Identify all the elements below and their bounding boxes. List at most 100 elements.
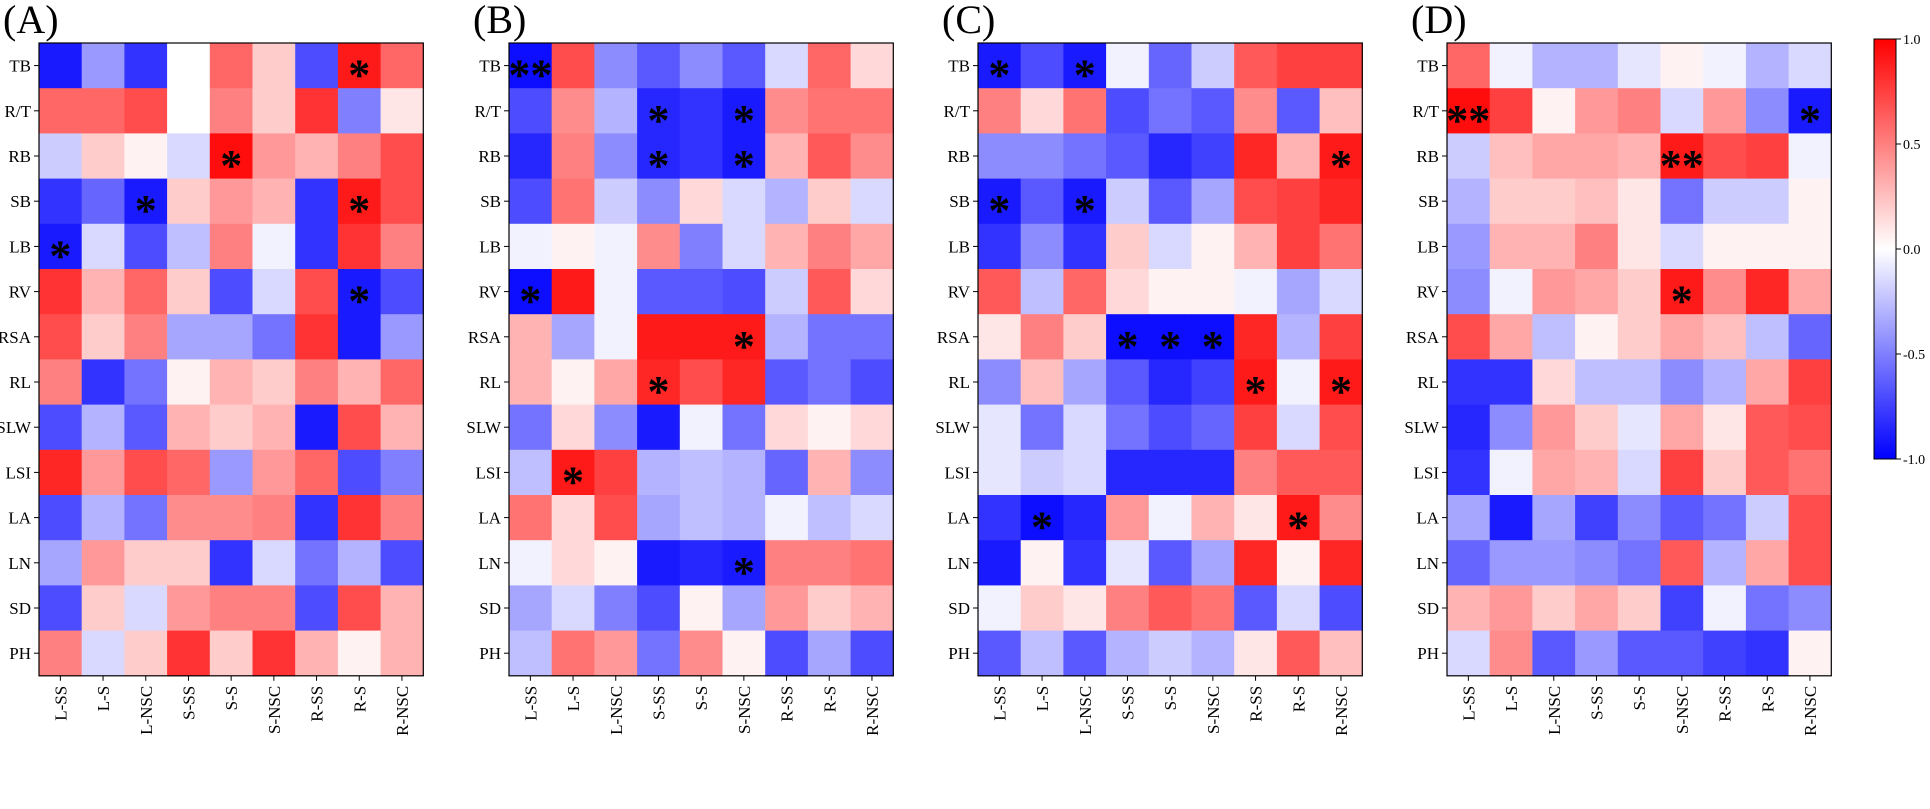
heatmap-cell xyxy=(1575,269,1619,315)
heatmap-cell xyxy=(594,404,638,451)
heatmap-cell xyxy=(1276,359,1321,406)
row-label: LN xyxy=(947,554,970,573)
heatmap-cell xyxy=(1617,133,1662,180)
heatmap-cell xyxy=(252,223,296,270)
significance-mark: * xyxy=(733,548,755,597)
heatmap-cell xyxy=(1148,359,1193,406)
col-label: R-SS xyxy=(1247,686,1266,722)
heatmap-cell xyxy=(679,540,724,586)
heatmap-cell xyxy=(722,43,766,89)
heatmap-cell xyxy=(1276,43,1321,89)
heatmap-cell xyxy=(1660,223,1704,270)
heatmap-cell xyxy=(551,585,595,632)
heatmap-cell xyxy=(1788,133,1832,180)
heatmap-cell xyxy=(1532,449,1576,496)
heatmap-cell xyxy=(637,178,681,225)
heatmap-cell xyxy=(1020,404,1064,451)
heatmap-cell xyxy=(1745,88,1790,134)
heatmap-cell xyxy=(1276,404,1321,451)
row-label: SB xyxy=(949,192,970,211)
heatmap-cell xyxy=(1532,269,1576,315)
heatmap-cell xyxy=(978,314,1022,360)
row-label: SB xyxy=(1418,192,1439,211)
heatmap-cell xyxy=(1489,585,1533,632)
row-label: RSA xyxy=(0,328,32,347)
heatmap-cell xyxy=(1106,314,1150,360)
heatmap-cell xyxy=(380,495,424,541)
heatmap-cell xyxy=(765,314,809,360)
row-label: LN xyxy=(478,554,501,573)
heatmap-cell xyxy=(1276,133,1321,180)
heatmap-cell xyxy=(1063,178,1107,225)
heatmap-cell xyxy=(850,540,894,586)
heatmap-cell xyxy=(1234,404,1278,451)
heatmap-cell xyxy=(167,359,211,406)
heatmap-cell xyxy=(1745,630,1790,677)
heatmap-cell xyxy=(39,178,83,225)
heatmap-cell xyxy=(679,269,724,315)
heatmap-cell xyxy=(209,630,254,677)
row-label: SB xyxy=(480,192,501,211)
heatmap-cell xyxy=(337,178,382,225)
heatmap-cell xyxy=(765,449,809,496)
panel-label: (B) xyxy=(473,0,526,42)
heatmap-cell xyxy=(295,88,339,134)
row-label: R/T xyxy=(475,102,502,121)
heatmap-cell xyxy=(167,495,211,541)
significance-mark: * xyxy=(1117,322,1139,371)
heatmap-cell xyxy=(209,585,254,632)
heatmap-cell xyxy=(1617,585,1662,632)
heatmap-cell xyxy=(1276,585,1321,632)
heatmap-cell xyxy=(1447,449,1491,496)
heatmap-cell xyxy=(39,449,83,496)
heatmap-cell xyxy=(722,314,766,360)
row-label: RB xyxy=(8,147,31,166)
row-label: RB xyxy=(1416,147,1439,166)
col-label: L-NSC xyxy=(607,686,626,735)
col-label: L-SS xyxy=(521,686,540,721)
heatmap-cell xyxy=(1276,269,1321,315)
colorbar-gradient xyxy=(1873,38,1897,460)
heatmap-cell xyxy=(1063,540,1107,586)
row-label: SD xyxy=(1417,599,1439,618)
heatmap-cell xyxy=(978,43,1022,89)
heatmap-cell xyxy=(765,133,809,180)
heatmap-cell xyxy=(167,223,211,270)
heatmap-cell xyxy=(1575,43,1619,89)
panel-d: (D) TB R/T RB SB LB RV RSA RL SLW LSI LA LN SD PH L-SS L… xyxy=(1404,0,1832,736)
heatmap-cell xyxy=(1319,540,1363,586)
heatmap-cell xyxy=(1447,43,1491,89)
heatmap-cell xyxy=(295,269,339,315)
col-label: S-S xyxy=(1630,686,1649,711)
heatmap-cell xyxy=(337,269,382,315)
heatmap-cell xyxy=(1106,88,1150,134)
heatmap-cell xyxy=(1447,223,1491,270)
row-label: TB xyxy=(1417,57,1439,76)
heatmap-cell xyxy=(81,359,125,406)
heatmap-cell xyxy=(1276,630,1321,677)
heatmap-cell xyxy=(850,449,894,496)
significance-mark: * xyxy=(1074,51,1096,100)
heatmap-cell xyxy=(209,43,254,89)
heatmap-cell xyxy=(722,540,766,586)
heatmap-cell xyxy=(337,359,382,406)
heatmap-cell xyxy=(167,314,211,360)
heatmap-cell xyxy=(1489,314,1533,360)
heatmap-cell xyxy=(1788,314,1832,360)
heatmap-cell xyxy=(1532,540,1576,586)
heatmap-cell xyxy=(1489,269,1533,315)
panel-a: (A) TB R/T RB SB LB RV RSA RL SLW LSI LA LN SD PH L-SS L… xyxy=(0,0,424,736)
heatmap-cell xyxy=(1447,359,1491,406)
row-label: LSI xyxy=(945,463,971,482)
row-label: TB xyxy=(948,57,970,76)
heatmap-cell xyxy=(637,495,681,541)
col-label: L-NSC xyxy=(1545,686,1564,735)
col-label: L-SS xyxy=(51,686,70,721)
heatmap-cell xyxy=(1447,495,1491,541)
significance-mark: * xyxy=(1330,367,1352,416)
heatmap-cell xyxy=(637,585,681,632)
heatmap-cell xyxy=(1617,314,1662,360)
heatmap-cell xyxy=(1617,630,1662,677)
heatmap-cell xyxy=(167,585,211,632)
heatmap-cell xyxy=(1617,43,1662,89)
